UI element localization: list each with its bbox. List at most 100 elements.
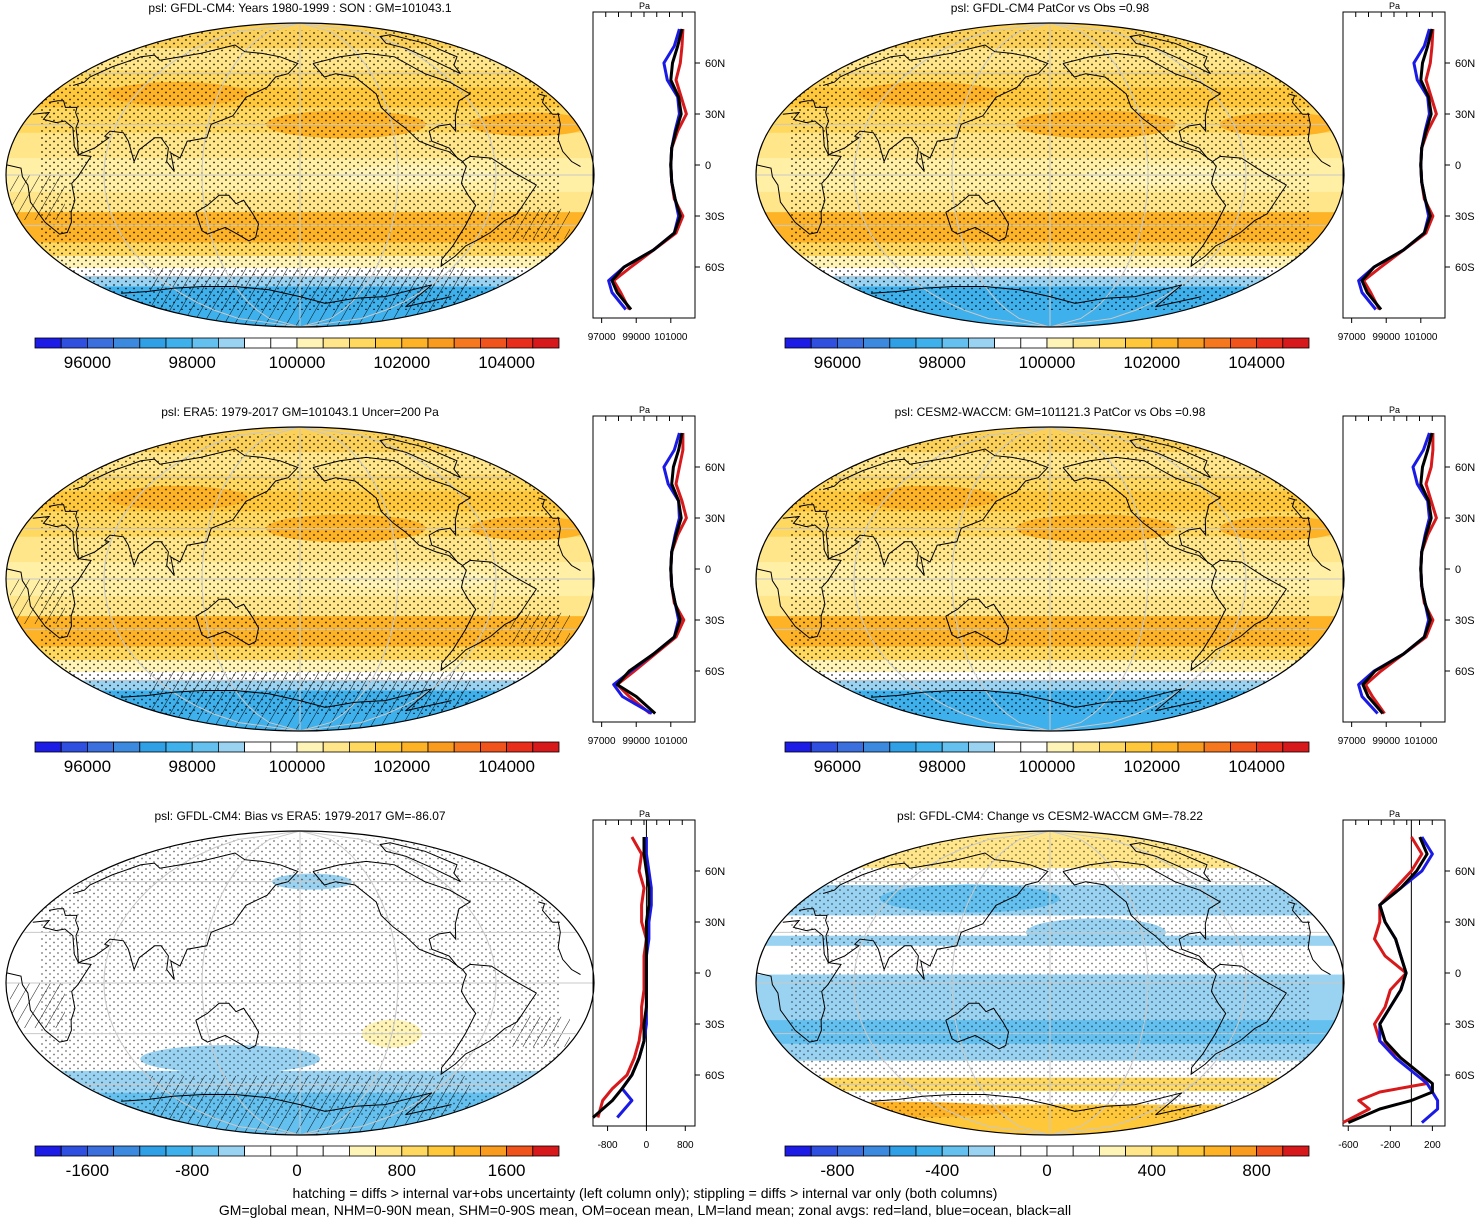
colorbar-swatch bbox=[863, 1145, 891, 1157]
meridian-line bbox=[853, 831, 1051, 1135]
coastline-africa bbox=[756, 111, 1331, 235]
coastline-africa bbox=[756, 515, 1331, 639]
zonal-unit-label: Pa bbox=[639, 1, 650, 11]
y-tick-label: 30N bbox=[1455, 513, 1475, 525]
map-border bbox=[755, 22, 1345, 328]
y-tick-label: 60N bbox=[705, 866, 725, 878]
meridian-line bbox=[1049, 23, 1149, 327]
zonal-unit-label: Pa bbox=[1389, 1, 1400, 11]
colorbar-swatch bbox=[784, 741, 812, 753]
colorbar-swatch bbox=[941, 741, 969, 753]
colorbar-swatch bbox=[1098, 1145, 1126, 1157]
robinson-map bbox=[5, 22, 595, 328]
coastline-greenland bbox=[1129, 842, 1211, 883]
colorbar-swatch bbox=[60, 741, 88, 753]
colorbar-swatch bbox=[1203, 1145, 1231, 1157]
colorbar-label: 96000 bbox=[814, 353, 861, 372]
colorbar-swatch bbox=[270, 741, 298, 753]
colorbar-swatch bbox=[1020, 741, 1048, 753]
colorbar-swatch bbox=[863, 741, 891, 753]
y-tick-label: 60N bbox=[705, 462, 725, 474]
colorbar-swatch bbox=[296, 337, 324, 349]
zonal-line-land bbox=[1342, 836, 1429, 1124]
y-tick-label: 60S bbox=[1455, 262, 1475, 274]
colorbar-swatch bbox=[113, 1145, 141, 1157]
footer-line-2: GM=global mean, NHM=0-90N mean, SHM=0-90… bbox=[218, 1202, 1072, 1218]
meridian-line bbox=[951, 831, 1051, 1135]
meridian-line bbox=[201, 23, 301, 327]
coastline-antarctica bbox=[871, 284, 1202, 308]
colorbar-swatch bbox=[34, 1145, 62, 1157]
y-tick-label: 0 bbox=[1455, 968, 1461, 980]
coastline-greenland bbox=[379, 34, 461, 75]
y-tick-label: 30S bbox=[705, 1019, 725, 1031]
hatching bbox=[510, 612, 570, 643]
colorbar-label: 104000 bbox=[478, 353, 535, 372]
coastlines bbox=[756, 842, 1331, 1116]
coastline-greenland bbox=[379, 438, 461, 479]
zonal-line-ocean bbox=[1357, 432, 1431, 715]
colorbar-swatch bbox=[60, 337, 88, 349]
coastlines bbox=[6, 842, 581, 1116]
colorbar-swatch bbox=[401, 337, 429, 349]
meridian-line bbox=[1049, 831, 1149, 1135]
meridian-line bbox=[1049, 427, 1247, 731]
x-tick-label: -600 bbox=[1338, 1140, 1358, 1151]
colorbar-swatch bbox=[87, 337, 115, 349]
x-tick-label: 97000 bbox=[588, 332, 616, 343]
colorbar-swatch bbox=[1229, 1145, 1257, 1157]
y-tick-label: 60S bbox=[705, 666, 725, 678]
colorbar-swatch bbox=[165, 1145, 193, 1157]
zonal-mean-plot: Pa 60N 30N 0 30S 60S 97000 99000 101000 bbox=[1338, 405, 1475, 747]
colorbar-swatch bbox=[401, 1145, 429, 1157]
coastline-samerica bbox=[1190, 559, 1288, 672]
zonal-line-all bbox=[615, 432, 684, 715]
y-tick-label: 60N bbox=[1455, 866, 1475, 878]
meridian-line bbox=[103, 427, 301, 731]
meridian-line bbox=[299, 427, 399, 731]
zonal-line-all bbox=[610, 28, 684, 311]
colorbar-label: 98000 bbox=[169, 757, 216, 776]
coastline-africa bbox=[756, 919, 1331, 1043]
panel-title: psl: ERA5: 1979-2017 GM=101043.1 Uncer=2… bbox=[161, 405, 439, 419]
colorbar-swatch bbox=[217, 741, 245, 753]
meridian-line bbox=[951, 23, 1051, 327]
map-border bbox=[5, 426, 595, 732]
coastlines bbox=[756, 34, 1331, 308]
y-tick-label: 0 bbox=[1455, 160, 1461, 172]
meridian-line bbox=[201, 427, 301, 731]
zonal-line-land bbox=[596, 836, 648, 1118]
colorbar-label: 96000 bbox=[64, 757, 111, 776]
colorbar-label: 96000 bbox=[64, 353, 111, 372]
coastline-antarctica bbox=[121, 284, 452, 308]
meridian-line bbox=[299, 831, 497, 1135]
graticule bbox=[6, 831, 594, 1135]
colorbar-swatch bbox=[296, 741, 324, 753]
x-tick-label: 800 bbox=[677, 1140, 694, 1151]
colorbar-swatch bbox=[322, 741, 350, 753]
meridian-line bbox=[299, 23, 497, 327]
colorbar-swatch bbox=[270, 1145, 298, 1157]
coastline-samerica bbox=[440, 559, 538, 672]
colorbar-swatch bbox=[1098, 337, 1126, 349]
meridian-line bbox=[1049, 427, 1149, 731]
colorbar-swatch bbox=[87, 741, 115, 753]
colorbar-swatch bbox=[139, 741, 167, 753]
meridian-line bbox=[1049, 831, 1247, 1135]
colorbar-swatch bbox=[1046, 1145, 1074, 1157]
colorbar-label: -800 bbox=[820, 1161, 854, 1180]
colorbar-swatch bbox=[1177, 1145, 1205, 1157]
panel-gfdl-cm4-bias: psl: GFDL-CM4: Bias vs ERA5: 1979-2017 G… bbox=[0, 808, 740, 1193]
coastline-australia bbox=[945, 194, 1010, 242]
zonal-mean-plot: Pa 60N 30N 0 30S 60S -800 0 800 bbox=[592, 809, 725, 1151]
x-tick-label: 101000 bbox=[1404, 736, 1438, 747]
coastline-australia bbox=[195, 598, 260, 646]
colorbar-swatch bbox=[810, 1145, 838, 1157]
colorbar-swatch bbox=[784, 337, 812, 349]
colorbar-label: 800 bbox=[388, 1161, 416, 1180]
y-tick-label: 30S bbox=[1455, 1019, 1475, 1031]
zonal-mean-plot: Pa 60N 30N 0 30S 60S 97000 99000 101000 bbox=[588, 405, 725, 747]
coastline-namerica bbox=[1062, 456, 1222, 566]
y-tick-label: 60N bbox=[1455, 462, 1475, 474]
hatching bbox=[10, 175, 65, 220]
